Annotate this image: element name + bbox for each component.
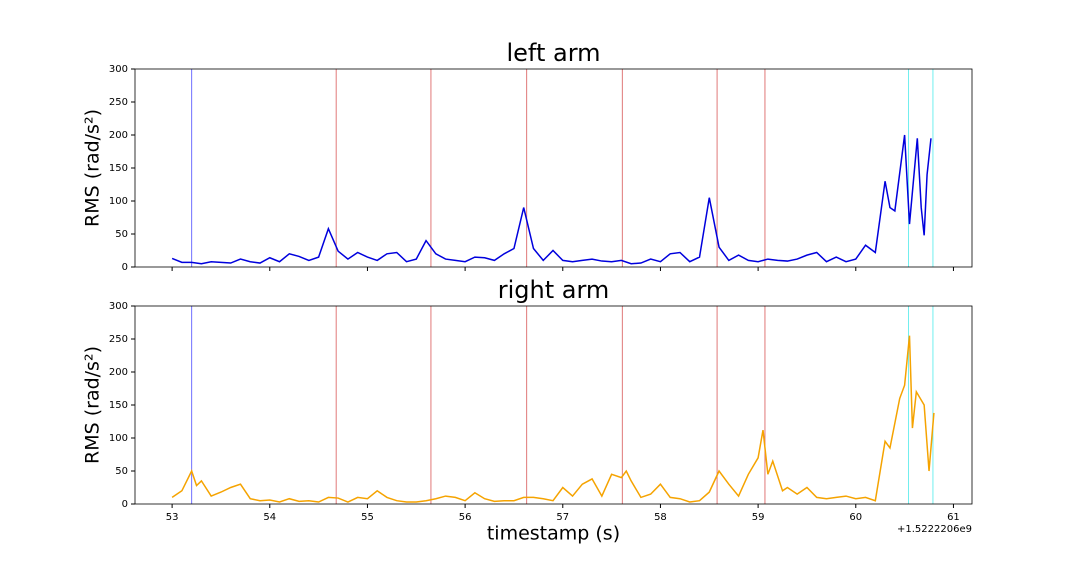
data-line <box>171 335 935 503</box>
axes-frame <box>134 305 973 505</box>
x-tick-label: 53 <box>166 512 179 523</box>
y-axis-label: RMS (rad/s²) <box>82 346 104 464</box>
y-tick-label: 100 <box>109 433 128 444</box>
x-tick-label: 57 <box>556 512 569 523</box>
y-tick-label: 250 <box>109 97 128 108</box>
x-offset-label: +1.5222206e9 <box>897 524 972 535</box>
y-tick-label: 300 <box>109 301 128 312</box>
x-tick-label: 59 <box>752 512 765 523</box>
x-tick-label: 60 <box>849 512 862 523</box>
chart-title: left arm <box>506 39 600 67</box>
x-tick-label: 58 <box>654 512 667 523</box>
y-tick-label: 200 <box>109 367 128 378</box>
data-line <box>171 134 932 265</box>
axes-frame <box>134 68 973 268</box>
x-tick-label: 61 <box>947 512 960 523</box>
y-tick-label: 50 <box>115 466 128 477</box>
y-tick-label: 150 <box>109 400 128 411</box>
y-tick-label: 100 <box>109 196 128 207</box>
x-tick-label: 55 <box>361 512 374 523</box>
y-axis-label: RMS (rad/s²) <box>82 109 104 227</box>
chart-title: right arm <box>498 276 610 304</box>
x-tick-label: 56 <box>459 512 472 523</box>
x-tick-label: 54 <box>263 512 276 523</box>
y-tick-label: 0 <box>122 262 128 273</box>
y-tick-label: 300 <box>109 64 128 75</box>
y-tick-label: 150 <box>109 163 128 174</box>
y-tick-label: 250 <box>109 334 128 345</box>
y-tick-label: 200 <box>109 130 128 141</box>
y-tick-label: 0 <box>122 499 128 510</box>
y-tick-label: 50 <box>115 229 128 240</box>
x-axis-label: timestamp (s) <box>487 523 620 545</box>
